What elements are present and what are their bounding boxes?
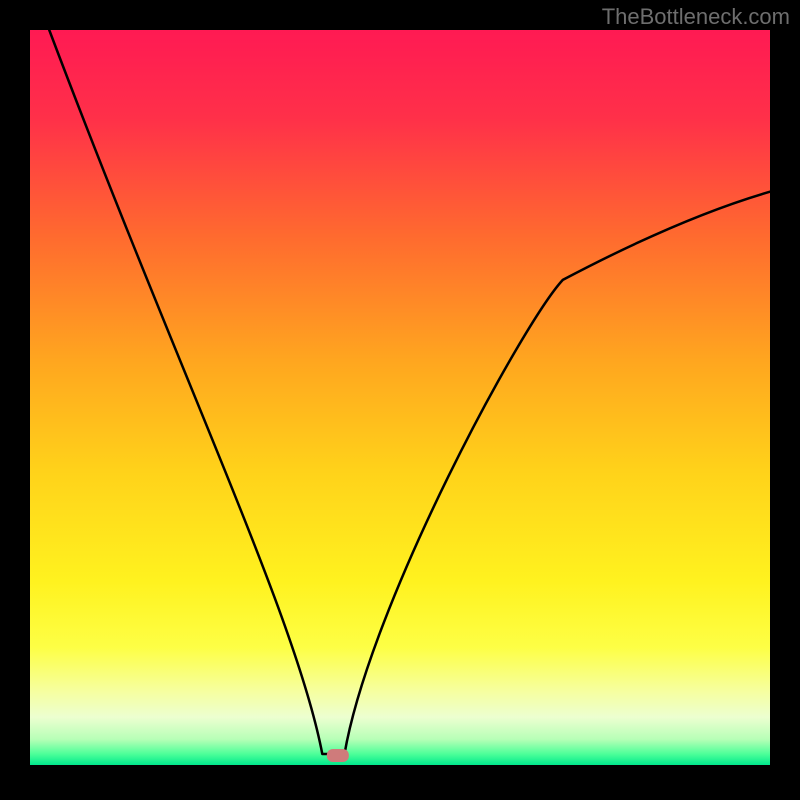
bottleneck-chart-svg xyxy=(0,0,800,800)
chart-container: TheBottleneck.com xyxy=(0,0,800,800)
plot-background xyxy=(30,30,770,765)
optimal-point-marker xyxy=(327,749,349,762)
